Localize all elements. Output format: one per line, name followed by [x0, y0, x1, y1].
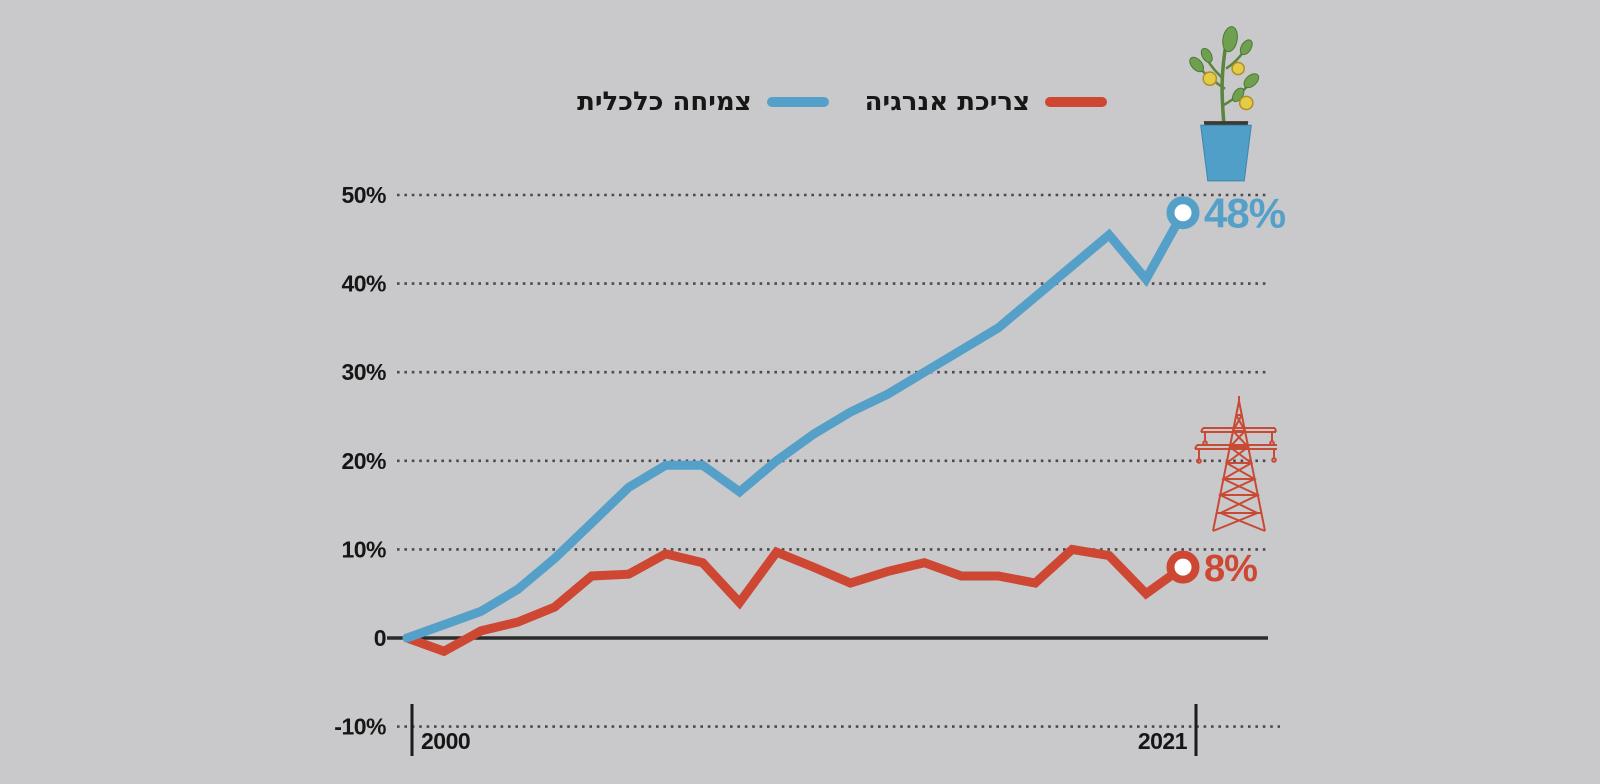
series-line: [402, 544, 1188, 657]
y-axis-label: 50%: [341, 182, 386, 208]
x-axis-label: 2021: [1138, 728, 1188, 754]
legend-swatch-growth: [766, 97, 829, 107]
end-value-label: 8%: [1204, 548, 1257, 590]
legend-item-growth: צמיחה כלכלית: [577, 87, 829, 117]
legend-swatch-energy: [1045, 97, 1107, 107]
y-axis-label: 40%: [341, 271, 386, 297]
y-axis-label: 0: [374, 625, 386, 651]
end-marker: [1166, 550, 1200, 584]
end-marker: [1166, 196, 1200, 230]
money-plant-icon: [1189, 26, 1260, 182]
y-axis-label: -10%: [334, 714, 386, 740]
electricity-pylon-icon: [1194, 396, 1277, 532]
legend-label-energy: צריכת אנרגיה: [864, 87, 1030, 117]
legend-label-growth: צמיחה כלכלית: [577, 87, 752, 117]
y-axis-label: 10%: [341, 536, 386, 562]
y-axis-label: 20%: [341, 448, 386, 474]
series-line: [402, 208, 1188, 643]
legend-item-energy: צריכת אנרגיה: [865, 87, 1107, 117]
end-value-label: 48%: [1204, 190, 1286, 237]
chart-legend: צריכת אנרגיה צמיחה כלכלית: [577, 84, 1107, 120]
x-axis-label: 2000: [421, 728, 470, 754]
y-axis-label: 30%: [341, 359, 386, 385]
